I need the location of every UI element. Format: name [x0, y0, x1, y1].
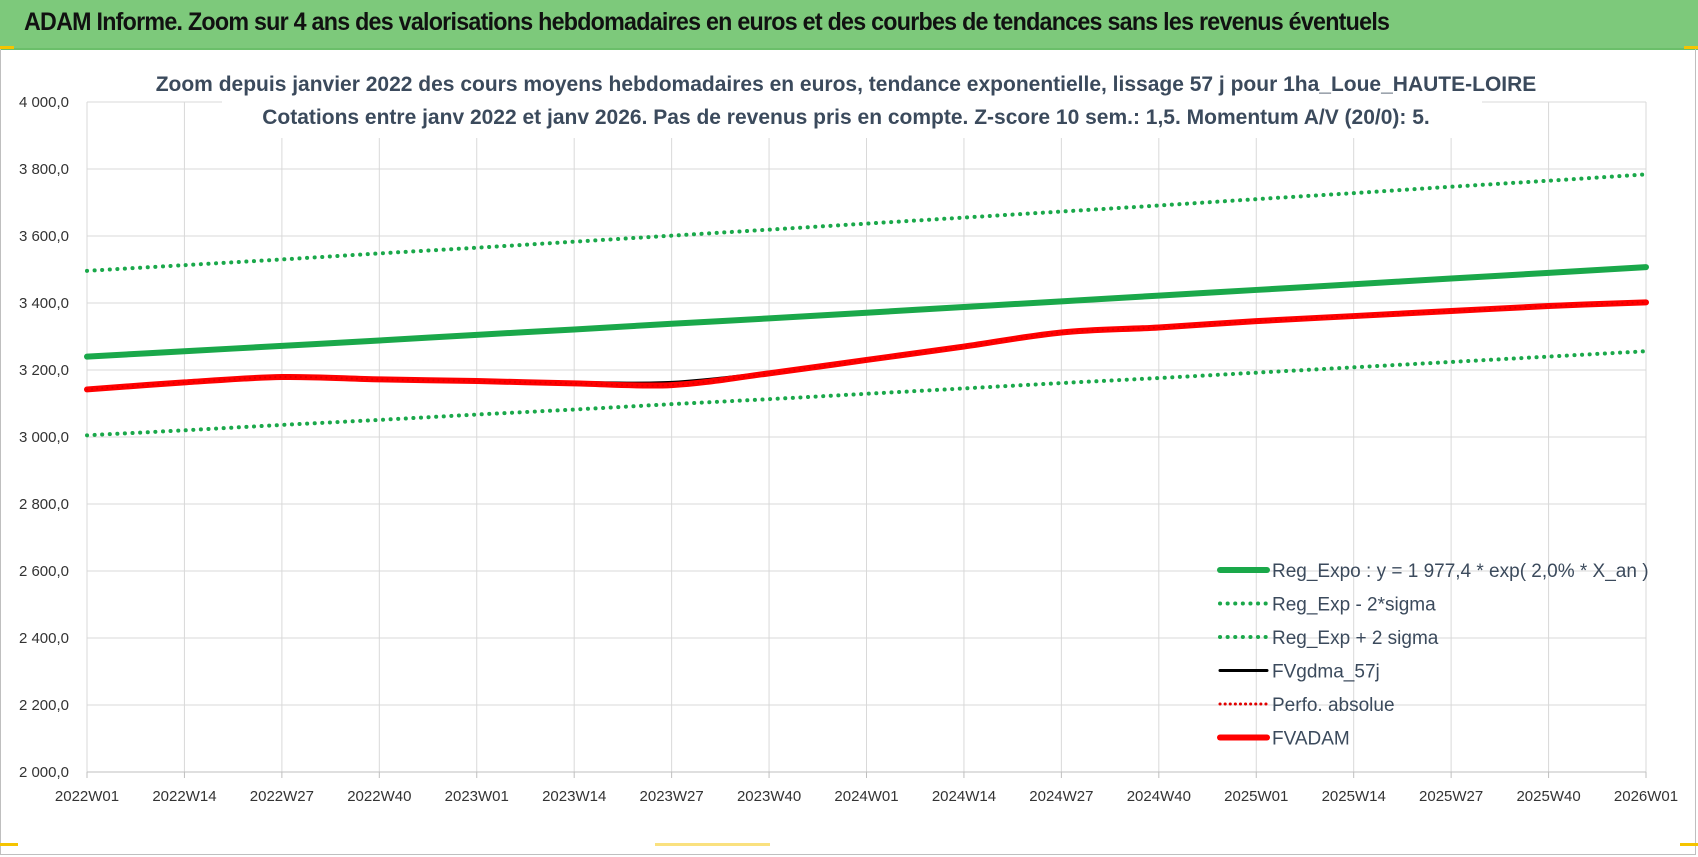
chart-title-bg: [222, 66, 1482, 138]
corner-marker-bottom-left: [0, 843, 18, 846]
corner-marker-left: [0, 46, 14, 49]
x-tick-label: 2024W27: [1029, 788, 1093, 805]
legend-label-3: FVgdma_57j: [1272, 662, 1380, 683]
series-line-1: [85, 349, 1648, 438]
report-title: ADAM Informe. Zoom sur 4 ans des valoris…: [24, 8, 1390, 36]
x-axis: 2022W01 2022W14 2022W27 2022W40 2023W01 2023W…: [55, 771, 1678, 805]
chart-title-line2: Cotations entre janv 2022 et janv 2026. …: [262, 106, 1430, 129]
y-tick-label: 3 800,0: [19, 161, 69, 178]
x-tick-label: 2024W40: [1127, 788, 1191, 805]
y-tick-label: 2 600,0: [19, 563, 69, 580]
x-tick-label: 2022W40: [347, 788, 411, 805]
x-tick-label: 2024W01: [834, 788, 898, 805]
legend-label-2: Reg_Exp + 2 sigma: [1272, 628, 1439, 649]
y-tick-label: 3 400,0: [19, 295, 69, 312]
x-tick-label: 2022W14: [152, 788, 216, 805]
x-tick-label: 2024W14: [932, 788, 996, 805]
x-tick-label: 2023W40: [737, 788, 801, 805]
chart-title-line1: Zoom depuis janvier 2022 des cours moyen…: [156, 73, 1537, 96]
y-tick-label: 2 400,0: [19, 630, 69, 647]
grid-lines: [86, 101, 1647, 773]
x-tick-label: 2022W01: [55, 788, 119, 805]
y-tick-label: 2 800,0: [19, 496, 69, 513]
corner-marker-bottom-mid: [655, 843, 770, 846]
series-line-0: [84, 264, 1649, 360]
chart-frame: [0, 48, 1696, 855]
legend-label-1: Reg_Exp - 2*sigma: [1272, 595, 1436, 616]
x-tick-label: 2025W14: [1322, 788, 1386, 805]
series-line-4: [86, 301, 1647, 391]
series-lines: [84, 172, 1649, 438]
report-banner: ADAM Informe. Zoom sur 4 ans des valoris…: [0, 0, 1698, 50]
y-axis: 2 000,0 2 200,0 2 400,0 2 600,0 2 800,0 3 000…: [19, 94, 69, 781]
legend-label-0: Reg_Expo : y = 1 977,4 * exp( 2,0% * X_a…: [1272, 561, 1649, 582]
x-tick-label: 2025W01: [1224, 788, 1288, 805]
x-tick-label: 2023W27: [640, 788, 704, 805]
chart-legend: Reg_Expo : y = 1 977,4 * exp( 2,0% * X_a…: [1217, 561, 1649, 750]
series-line-2: [85, 172, 1648, 273]
y-tick-label: 4 000,0: [19, 94, 69, 111]
x-tick-label: 2026W01: [1614, 788, 1678, 805]
x-tick-label: 2025W27: [1419, 788, 1483, 805]
x-tick-label: 2023W14: [542, 788, 606, 805]
y-tick-label: 2 000,0: [19, 764, 69, 781]
y-tick-label: 3 600,0: [19, 228, 69, 245]
x-tick-label: 2022W27: [250, 788, 314, 805]
y-tick-label: 3 200,0: [19, 362, 69, 379]
y-tick-label: 3 000,0: [19, 429, 69, 446]
x-tick-label: 2025W40: [1516, 788, 1580, 805]
legend-label-4: Perfo. absolue: [1272, 695, 1395, 716]
y-tick-label: 2 200,0: [19, 697, 69, 714]
legend-label-5: FVADAM: [1272, 729, 1350, 750]
corner-marker-right: [1684, 46, 1698, 49]
corner-marker-bottom-right: [1680, 843, 1698, 846]
x-tick-label: 2023W01: [445, 788, 509, 805]
